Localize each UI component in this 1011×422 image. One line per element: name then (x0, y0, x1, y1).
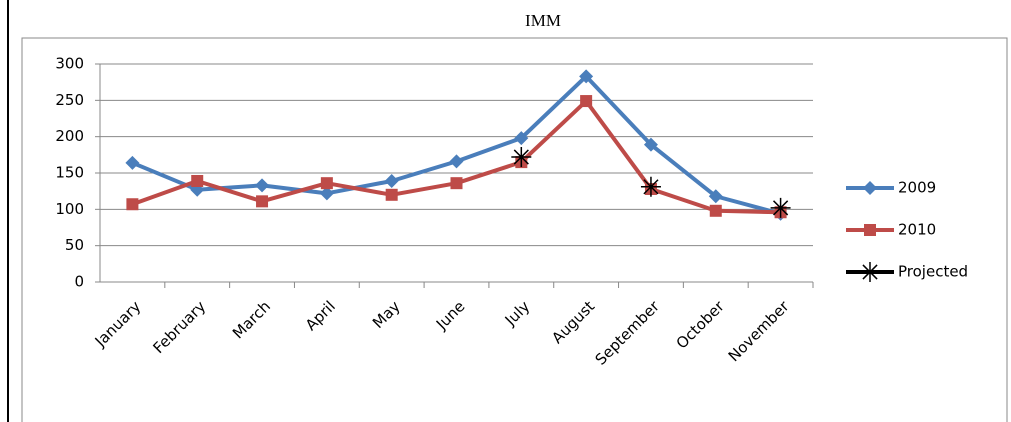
x-tick-label: February (150, 297, 210, 357)
marker (770, 197, 791, 218)
marker (580, 95, 593, 108)
legend-entry: 2009 (846, 179, 936, 197)
marker (863, 181, 877, 195)
marker (319, 186, 334, 201)
marker (255, 178, 270, 193)
y-tick-label: 250 (55, 91, 84, 109)
marker (256, 195, 269, 208)
chart-title: IMM (525, 11, 561, 30)
x-tick-label: June (432, 297, 469, 334)
y-tick-label: 200 (55, 127, 84, 145)
marker (514, 131, 529, 146)
marker (384, 173, 399, 188)
marker (864, 224, 876, 236)
x-tick-label: March (229, 297, 274, 342)
marker (643, 137, 658, 152)
marker (320, 177, 333, 190)
x-tick-label: April (302, 297, 339, 334)
marker (449, 154, 464, 169)
marker (709, 204, 722, 217)
legend-label: 2009 (898, 179, 936, 197)
y-tick-label: 0 (74, 273, 84, 291)
legend-label: Projected (898, 263, 968, 281)
marker (450, 177, 463, 190)
marker (385, 188, 398, 201)
x-tick-label: January (91, 297, 145, 351)
legend-label: 2010 (898, 221, 936, 239)
chart-frame (21, 37, 1008, 422)
marker (640, 176, 661, 197)
y-tick-label: 300 (55, 55, 84, 73)
x-tick-label: October (673, 297, 729, 353)
x-tick-label: July (501, 297, 534, 330)
legend-entry: Projected (846, 262, 968, 282)
marker (579, 69, 594, 84)
marker (126, 198, 139, 211)
marker (125, 155, 140, 170)
marker (191, 174, 204, 187)
y-tick-label: 100 (55, 200, 84, 218)
x-tick-label: May (369, 297, 404, 332)
x-tick-label: September (592, 297, 664, 369)
marker (511, 147, 532, 168)
x-tick-label: November (725, 297, 793, 365)
x-tick-label: August (548, 297, 598, 347)
legend-entry: 2010 (846, 221, 936, 239)
marker (860, 262, 880, 282)
y-tick-label: 150 (55, 164, 84, 182)
y-tick-label: 50 (65, 236, 84, 254)
marker (708, 189, 723, 204)
